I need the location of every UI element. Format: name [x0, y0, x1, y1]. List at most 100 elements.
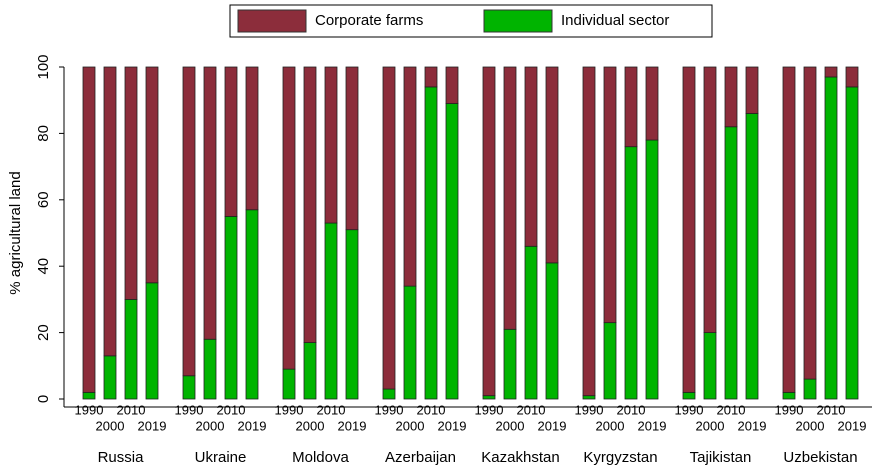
x-tick-label: 2000 — [696, 418, 725, 433]
x-tick-label: 2019 — [838, 418, 867, 433]
x-tick-label: 1990 — [75, 402, 104, 417]
bar-segment — [745, 66, 759, 114]
y-tick-label: 40 — [35, 258, 52, 275]
group-label: Kazakhstan — [481, 449, 559, 466]
bar-segment — [645, 139, 659, 400]
bar-segment — [345, 229, 359, 400]
x-tick-label: 2010 — [517, 402, 546, 417]
x-tick-label: 2019 — [338, 418, 367, 433]
x-tick-label: 2010 — [817, 402, 846, 417]
bar-segment — [145, 282, 159, 400]
y-tick-label: 0 — [35, 395, 52, 403]
group-label: Azerbaijan — [385, 449, 456, 466]
bar-segment — [203, 338, 217, 400]
x-tick-label: 2019 — [138, 418, 167, 433]
y-tick-label: 100 — [35, 54, 52, 79]
bar-segment — [482, 66, 496, 397]
x-tick-label: 2000 — [496, 418, 525, 433]
bar-segment — [124, 298, 138, 400]
group-label: Ukraine — [195, 449, 247, 466]
bar-segment — [324, 222, 338, 400]
bar-segment — [703, 332, 717, 400]
bar-segment — [182, 375, 196, 400]
x-tick-label: 2010 — [317, 402, 346, 417]
bar-segment — [682, 391, 696, 400]
group-label: Moldova — [292, 449, 349, 466]
bar-segment — [282, 368, 296, 400]
y-tick-label: 20 — [35, 324, 52, 341]
x-tick-label: 2019 — [538, 418, 567, 433]
bar-segment — [403, 66, 417, 287]
x-tick-label: 1990 — [575, 402, 604, 417]
group-label: Russia — [98, 449, 145, 466]
bar-segment — [545, 66, 559, 264]
bar-segment — [824, 66, 838, 78]
group-label: Kyrgyzstan — [583, 449, 657, 466]
group-label: Uzbekistan — [783, 449, 857, 466]
bar-segment — [445, 103, 459, 400]
x-tick-label: 2000 — [596, 418, 625, 433]
y-tick-label: 80 — [35, 125, 52, 142]
x-tick-label: 2019 — [738, 418, 767, 433]
bar-segment — [324, 66, 338, 224]
x-tick-label: 2010 — [717, 402, 746, 417]
bar-segment — [624, 146, 638, 400]
bar-segment — [603, 66, 617, 324]
bar-segment — [82, 66, 96, 393]
bar-segment — [682, 66, 696, 393]
bar-segment — [282, 66, 296, 370]
bar-segment — [724, 66, 738, 128]
bar-segment — [624, 66, 638, 148]
bar-segment — [382, 388, 396, 400]
bar-segment — [603, 322, 617, 400]
bar-segment — [424, 86, 438, 400]
bar-segment — [782, 391, 796, 400]
x-tick-label: 1990 — [775, 402, 804, 417]
bar-segment — [724, 126, 738, 400]
legend-box — [229, 4, 713, 38]
bar-segment — [403, 285, 417, 400]
bar-segment — [503, 66, 517, 330]
bar-segment — [82, 391, 96, 400]
legend-swatch — [483, 9, 553, 33]
x-tick-label: 2019 — [638, 418, 667, 433]
x-tick-label: 1990 — [375, 402, 404, 417]
bar-segment — [303, 342, 317, 400]
bar-segment — [124, 66, 138, 300]
bar-segment — [824, 76, 838, 400]
bar-segment — [303, 66, 317, 343]
x-tick-label: 2000 — [196, 418, 225, 433]
y-axis-label: % agricultural land — [7, 171, 24, 294]
bar-segment — [845, 86, 859, 400]
bar-segment — [582, 66, 596, 397]
bar-segment — [182, 66, 196, 377]
bar-segment — [582, 395, 596, 400]
x-tick-label: 2000 — [96, 418, 125, 433]
bar-segment — [145, 66, 159, 284]
legend-label: Corporate farms — [315, 12, 423, 29]
legend-swatch — [237, 9, 307, 33]
x-tick-label: 2000 — [396, 418, 425, 433]
x-tick-label: 1990 — [175, 402, 204, 417]
bar-segment — [645, 66, 659, 141]
x-tick-label: 2010 — [417, 402, 446, 417]
bar-segment — [482, 395, 496, 400]
bar-segment — [245, 209, 259, 400]
x-tick-label: 2019 — [238, 418, 267, 433]
bar-segment — [782, 66, 796, 393]
bar-segment — [503, 328, 517, 400]
bar-segment — [103, 355, 117, 400]
x-tick-label: 1990 — [275, 402, 304, 417]
bar-segment — [803, 378, 817, 400]
bar-segment — [524, 245, 538, 400]
bar-segment — [345, 66, 359, 231]
x-tick-label: 2019 — [438, 418, 467, 433]
bar-segment — [224, 66, 238, 217]
x-tick-label: 2010 — [117, 402, 146, 417]
bar-segment — [845, 66, 859, 88]
bar-segment — [224, 215, 238, 400]
bar-segment — [203, 66, 217, 340]
bar-segment — [103, 66, 117, 357]
x-tick-label: 1990 — [475, 402, 504, 417]
